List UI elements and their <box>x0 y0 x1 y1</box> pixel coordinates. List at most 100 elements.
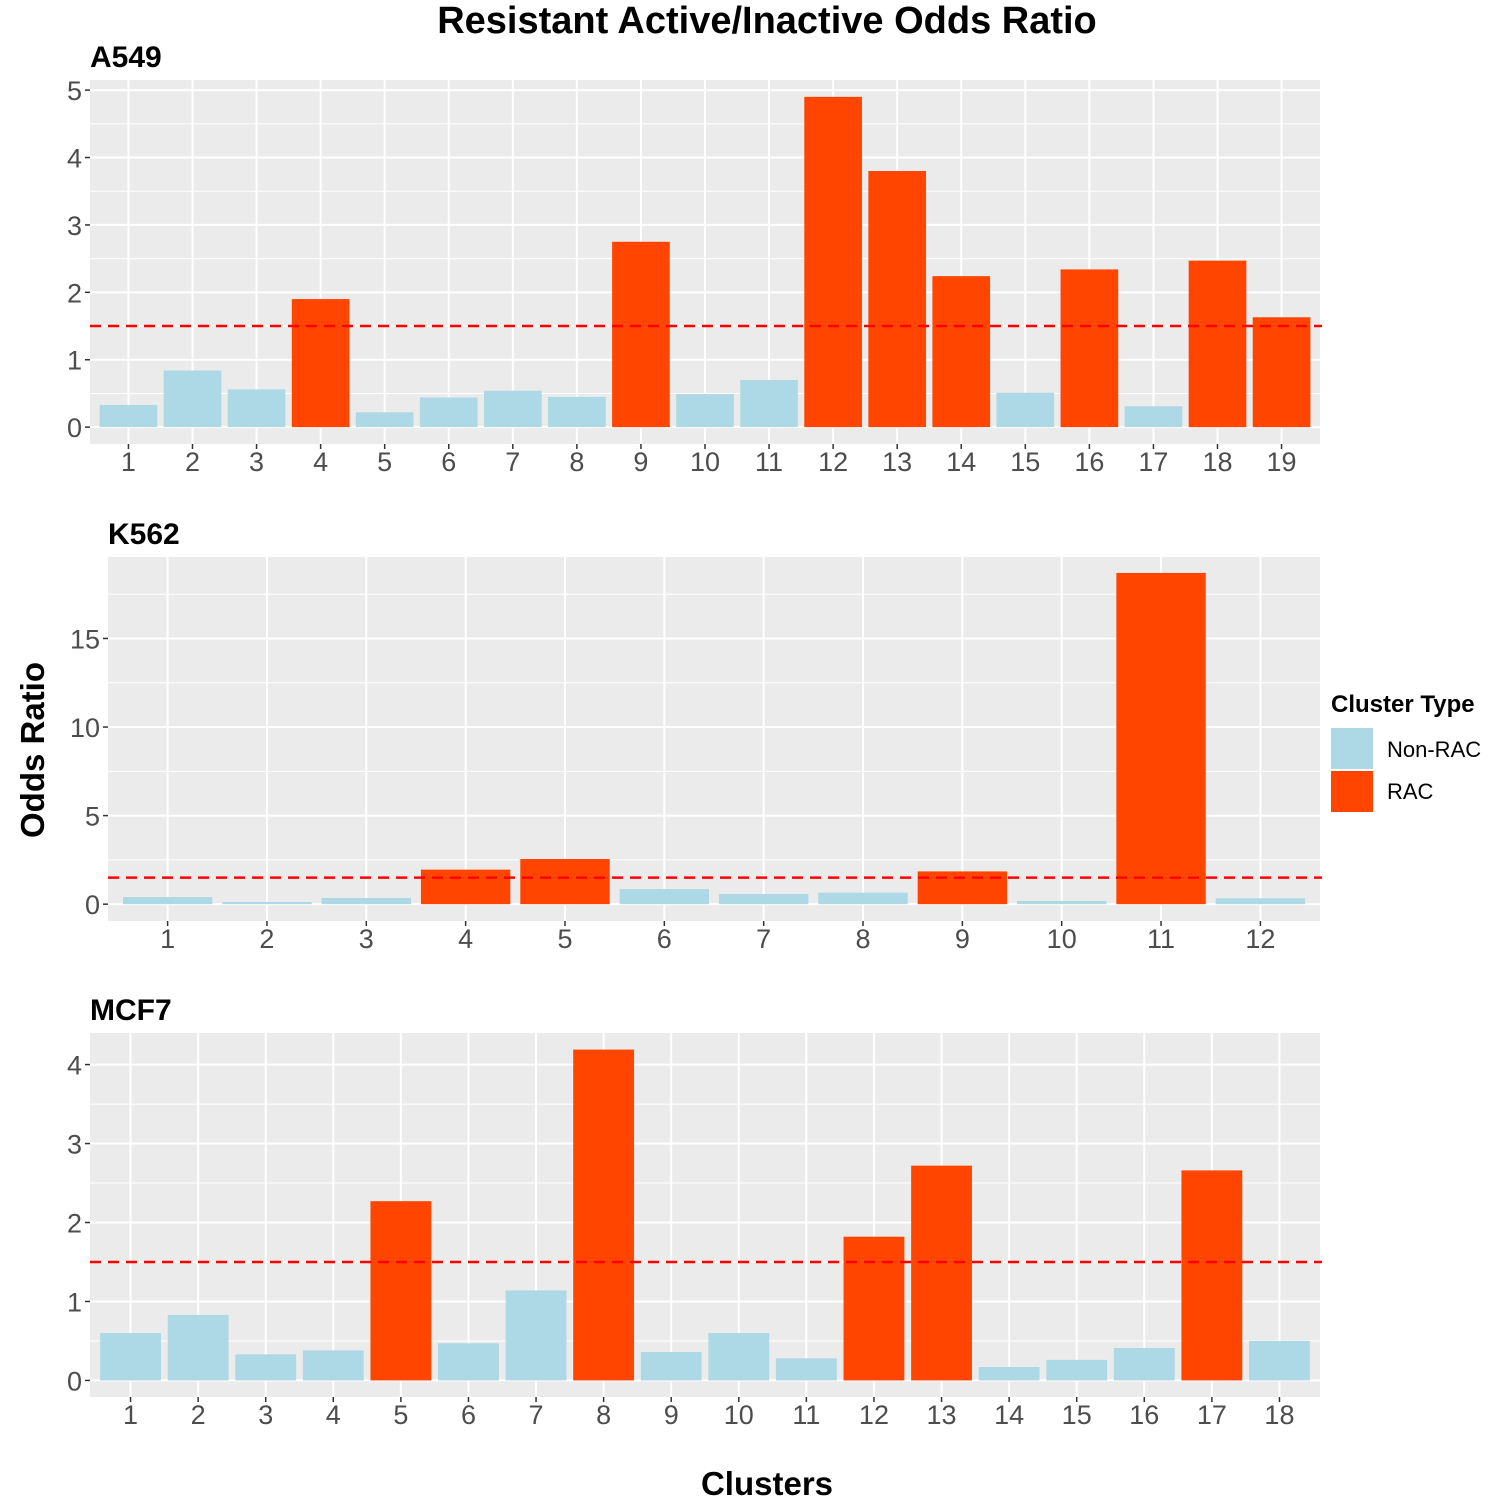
x-tick-label: 12 <box>859 1400 889 1430</box>
bar-mcf7-cluster-14 <box>978 1366 1040 1381</box>
bar-a549-cluster-9 <box>612 241 670 428</box>
x-tick-label: 13 <box>882 447 912 477</box>
bar-a549-cluster-5 <box>355 412 414 428</box>
x-tick-label: 11 <box>755 447 783 477</box>
x-tick-label: 4 <box>313 447 328 477</box>
y-tick-label: 4 <box>67 1051 82 1081</box>
panel-title-k562: K562 <box>108 518 180 551</box>
bar-a549-cluster-1 <box>99 404 158 428</box>
x-tick-label: 10 <box>724 1400 754 1430</box>
y-tick-label: 15 <box>70 624 100 654</box>
x-tick-label: 11 <box>792 1400 820 1430</box>
x-tick-label: 8 <box>569 447 584 477</box>
bar-mcf7-cluster-13 <box>911 1165 972 1381</box>
legend-swatch-rac <box>1331 771 1373 812</box>
x-tick-label: 6 <box>441 447 456 477</box>
x-tick-label: 14 <box>994 1400 1024 1430</box>
y-tick-label: 4 <box>67 144 82 174</box>
bar-a549-cluster-4 <box>291 299 350 428</box>
bar-mcf7-cluster-15 <box>1046 1359 1108 1381</box>
x-tick-label: 17 <box>1138 447 1168 477</box>
y-tick-label: 3 <box>67 211 82 241</box>
bar-a549-cluster-11 <box>740 379 798 428</box>
x-tick-label: 5 <box>557 924 572 954</box>
bar-a549-cluster-15 <box>996 392 1055 428</box>
bar-a549-cluster-12 <box>804 96 862 428</box>
figure-title: Resistant Active/Inactive Odds Ratio <box>437 0 1097 42</box>
bar-k562-cluster-2 <box>222 902 312 905</box>
bar-mcf7-cluster-5 <box>370 1201 432 1381</box>
bar-a549-cluster-2 <box>163 370 222 428</box>
x-tick-label: 2 <box>185 447 200 477</box>
bar-mcf7-cluster-1 <box>100 1333 161 1381</box>
y-tick-label: 0 <box>85 890 100 920</box>
y-tick-label: 5 <box>85 802 100 832</box>
bar-k562-cluster-4 <box>420 869 511 905</box>
x-tick-label: 1 <box>123 1400 138 1430</box>
x-tick-label: 7 <box>529 1400 544 1430</box>
bar-a549-cluster-3 <box>227 389 286 428</box>
y-tick-label: 1 <box>67 346 82 376</box>
bar-mcf7-cluster-11 <box>775 1358 837 1381</box>
x-tick-label: 10 <box>690 447 720 477</box>
x-tick-label: 1 <box>160 924 175 954</box>
bar-mcf7-cluster-10 <box>708 1333 770 1381</box>
x-tick-label: 1 <box>121 447 136 477</box>
bar-a549-cluster-8 <box>548 396 606 428</box>
x-tick-label: 18 <box>1264 1400 1294 1430</box>
x-tick-label: 5 <box>393 1400 408 1430</box>
y-tick-label: 2 <box>67 1209 82 1239</box>
panel-background <box>90 1033 1320 1397</box>
x-tick-label: 7 <box>505 447 520 477</box>
bar-mcf7-cluster-16 <box>1113 1348 1175 1381</box>
x-tick-label: 12 <box>818 447 848 477</box>
legend-label-rac: RAC <box>1387 779 1434 804</box>
y-tick-label: 10 <box>70 713 100 743</box>
bar-mcf7-cluster-7 <box>505 1290 567 1381</box>
x-tick-label: 13 <box>927 1400 957 1430</box>
bar-mcf7-cluster-3 <box>235 1354 297 1381</box>
panel-title-a549: A549 <box>90 41 162 74</box>
x-tick-label: 12 <box>1245 924 1275 954</box>
bar-a549-cluster-17 <box>1124 406 1183 428</box>
y-tick-label: 0 <box>67 413 82 443</box>
bar-mcf7-cluster-12 <box>843 1236 905 1381</box>
x-tick-label: 11 <box>1147 924 1175 954</box>
y-axis-title: Odds Ratio <box>14 662 51 838</box>
x-tick-label: 4 <box>326 1400 341 1430</box>
x-tick-label: 7 <box>756 924 771 954</box>
bar-mcf7-cluster-17 <box>1181 1170 1243 1381</box>
x-tick-label: 10 <box>1047 924 1077 954</box>
y-tick-label: 2 <box>67 278 82 308</box>
bar-k562-cluster-1 <box>122 897 213 905</box>
bar-k562-cluster-5 <box>520 859 610 905</box>
bar-k562-cluster-8 <box>818 892 908 905</box>
bar-k562-cluster-10 <box>1017 900 1107 905</box>
bar-a549-cluster-14 <box>932 276 991 428</box>
y-tick-label: 1 <box>67 1287 82 1317</box>
bar-mcf7-cluster-2 <box>167 1314 229 1381</box>
bar-a549-cluster-13 <box>868 171 927 428</box>
bar-k562-cluster-6 <box>619 889 710 905</box>
x-tick-label: 16 <box>1074 447 1104 477</box>
x-tick-label: 14 <box>946 447 976 477</box>
legend-label-non-rac: Non-RAC <box>1387 737 1481 762</box>
x-tick-label: 9 <box>955 924 970 954</box>
x-tick-label: 9 <box>633 447 648 477</box>
panel-title-mcf7: MCF7 <box>90 994 172 1027</box>
bar-mcf7-cluster-18 <box>1249 1340 1310 1381</box>
bar-mcf7-cluster-8 <box>573 1049 635 1381</box>
x-tick-label: 5 <box>377 447 392 477</box>
bar-k562-cluster-7 <box>718 894 809 905</box>
x-tick-label: 4 <box>458 924 473 954</box>
bar-k562-cluster-12 <box>1215 898 1306 905</box>
x-tick-label: 3 <box>359 924 374 954</box>
x-tick-label: 2 <box>191 1400 206 1430</box>
bar-a549-cluster-7 <box>483 390 542 428</box>
x-tick-label: 17 <box>1197 1400 1227 1430</box>
x-tick-label: 15 <box>1010 447 1040 477</box>
legend-title: Cluster Type <box>1331 691 1475 718</box>
